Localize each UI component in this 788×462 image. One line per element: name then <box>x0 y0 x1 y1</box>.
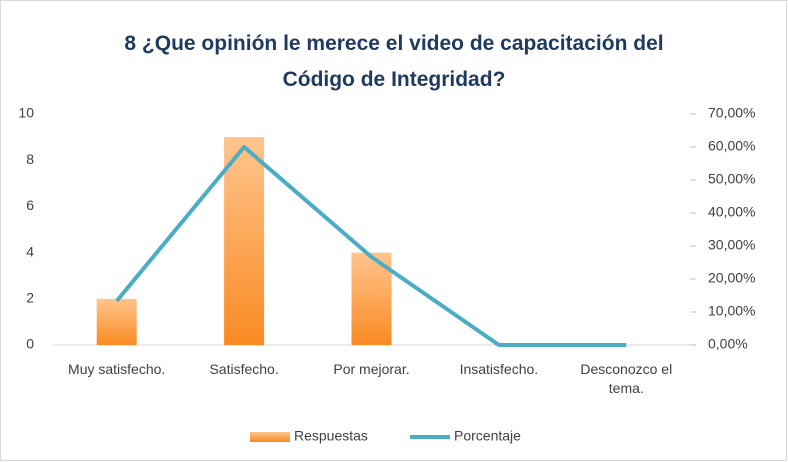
chart-title: 8 ¿Que opinión le merece el video de cap… <box>124 32 664 91</box>
y2-tick-label: 20,00% <box>708 270 755 286</box>
y-tick-label: 2 <box>26 290 34 306</box>
y-tick-label: 4 <box>26 243 34 259</box>
x-tick-label: Desconozco el tema. <box>580 361 673 396</box>
y-tick-label: 6 <box>26 197 34 213</box>
x-tick-label: Por mejorar. <box>333 361 410 377</box>
y-tick-label: 10 <box>18 105 34 121</box>
y2-tick-label: 50,00% <box>708 171 755 187</box>
line <box>115 145 627 347</box>
y2-tick-label: 30,00% <box>708 237 755 253</box>
x-tick-label: Insatisfecho. <box>459 361 539 377</box>
y2-tick-label: 0,00% <box>708 336 748 352</box>
bar <box>224 137 265 345</box>
y2-tick-label: 70,00% <box>708 105 755 121</box>
y-tick-label: 0 <box>26 336 34 352</box>
y2-tick-label: 40,00% <box>708 204 755 220</box>
y2-tick-label: 10,00% <box>708 303 755 319</box>
legend-label: Porcentaje <box>454 428 521 444</box>
legend-swatch <box>250 432 290 442</box>
bar <box>96 298 137 345</box>
y2-tick-label: 60,00% <box>708 138 755 154</box>
x-tick-label: Muy satisfecho. <box>68 361 166 377</box>
y-tick-label: 8 <box>26 151 34 167</box>
x-tick-label: Satisfecho. <box>209 361 279 377</box>
legend-label: Respuestas <box>294 428 368 444</box>
